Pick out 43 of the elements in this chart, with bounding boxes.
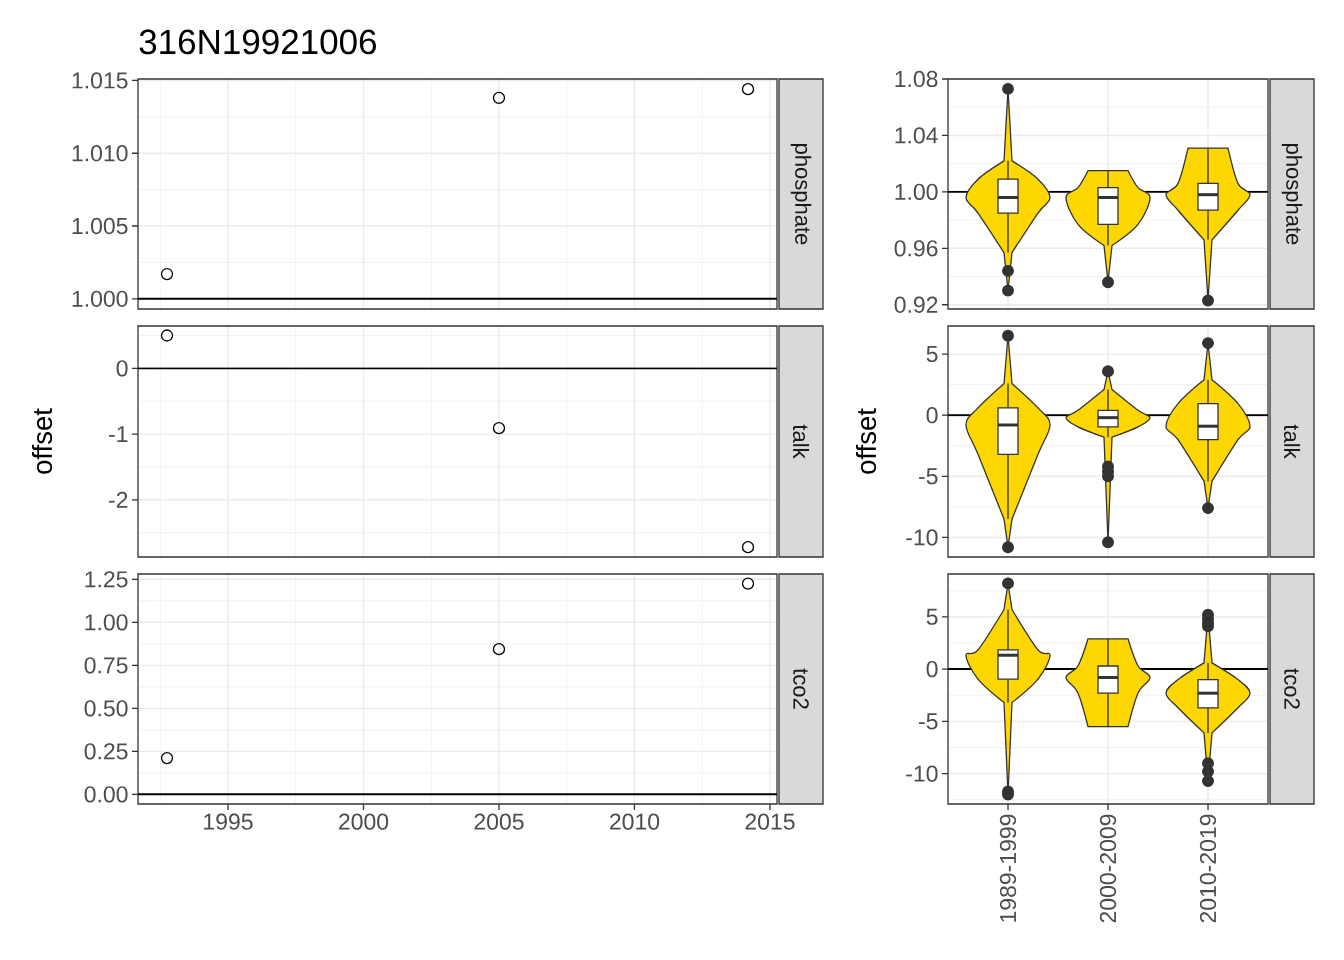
y-tick-label: 1.00 — [85, 614, 128, 631]
y2-axis-title: talk — [792, 424, 810, 459]
y-tick-label: 0.96 — [894, 240, 938, 257]
y-tick-label: 0.25 — [84, 743, 128, 760]
y-tick-label: 5 — [926, 346, 938, 363]
x-tick-label: 2000 — [339, 813, 389, 830]
y-tick-label: -10 — [906, 765, 938, 782]
y-tick-label: -5 — [919, 468, 938, 485]
y-tick-label: 1.08 — [895, 70, 938, 88]
y-tick-label: 1.000 — [72, 290, 128, 307]
x-tick-label: 1989-1999 — [999, 814, 1017, 922]
x-tick-label: 2005 — [474, 813, 524, 830]
y-tick-label: -1 — [109, 426, 128, 442]
y-axis-title: offset — [855, 408, 877, 474]
chart-title: 316N19921006 — [139, 29, 376, 55]
y-tick-label: -5 — [919, 713, 938, 730]
y-tick-label: -2 — [109, 491, 128, 508]
y-tick-label: -10 — [906, 529, 938, 546]
y-tick-label: 0 — [116, 360, 128, 377]
x-tick-label: 2010 — [610, 813, 660, 830]
y-tick-label: 0 — [926, 407, 938, 424]
y2-axis-title: phosphate — [1281, 144, 1303, 245]
y-tick-label: 0.00 — [84, 786, 128, 803]
y2-axis-title: phosphate — [790, 144, 812, 245]
y-tick-label: 1.25 — [85, 571, 128, 588]
y-tick-label: 0.75 — [84, 657, 128, 674]
y-tick-label: 1.010 — [72, 145, 128, 162]
y-tick-label: 1.005 — [72, 217, 128, 235]
x-tick-label: 2000-2009 — [1099, 814, 1117, 923]
y2-axis-title: talk — [1283, 424, 1301, 459]
x-tick-label: 2010-2019 — [1199, 814, 1217, 923]
y-tick-label: 1.00 — [895, 183, 938, 201]
y-tick-label: 0 — [926, 660, 938, 678]
y-tick-label: 5 — [926, 608, 938, 625]
x-tick-label: 1995 — [204, 813, 253, 830]
y-tick-label: 1.015 — [72, 72, 128, 89]
y-tick-label: 0.50 — [84, 700, 128, 717]
y-tick-label: 1.04 — [895, 127, 938, 144]
y2-axis-title: tco2 — [793, 668, 809, 709]
y-tick-label: 0.92 — [894, 296, 938, 313]
x-tick-label: 2015 — [745, 813, 795, 830]
y2-axis-title: tco2 — [1284, 668, 1300, 709]
y-axis-title: offset — [31, 408, 53, 474]
